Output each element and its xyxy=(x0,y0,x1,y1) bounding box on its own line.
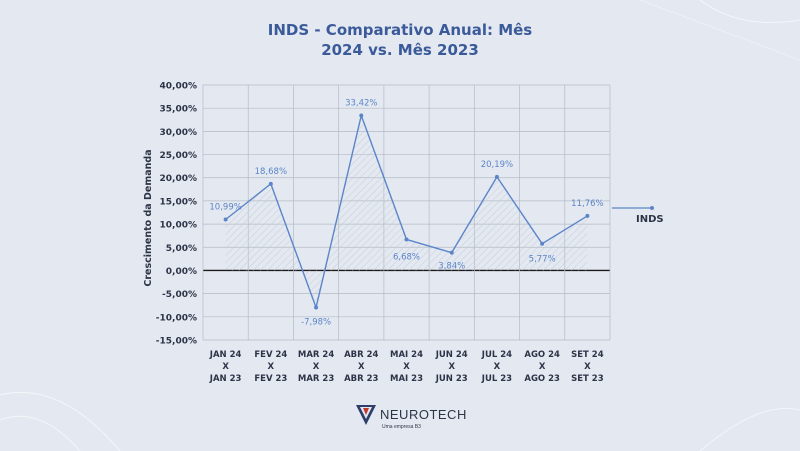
x-tick-label: JAN 24 xyxy=(209,350,242,360)
x-tick-label: X xyxy=(268,362,275,372)
x-tick-label: X xyxy=(403,362,410,372)
y-tick-label: 25,00% xyxy=(160,151,198,161)
data-label: 10,99% xyxy=(209,203,241,213)
data-point xyxy=(359,113,364,118)
x-tick-label: X xyxy=(494,362,501,372)
y-tick-label: -15,00% xyxy=(156,337,197,347)
x-tick-label: X xyxy=(222,362,229,372)
x-tick-label: ABR 23 xyxy=(344,374,378,384)
x-tick-label: MAI 24 xyxy=(390,350,423,360)
x-tick-label: FEV 24 xyxy=(254,350,287,360)
y-tick-label: 20,00% xyxy=(160,174,198,184)
logo-tagline: Uma empresa B3 xyxy=(382,424,421,430)
x-tick-label: JUN 24 xyxy=(435,350,468,360)
area-hatch xyxy=(225,115,588,308)
data-label: 3,84% xyxy=(438,262,465,272)
data-point xyxy=(268,181,273,186)
data-point xyxy=(449,250,454,255)
logo-mark-icon xyxy=(356,405,376,425)
y-axis-ticks: 40,00% 35,00% 30,00% 25,00% 20,00% 15,00% 10,0… xyxy=(156,82,197,347)
x-tick-label: X xyxy=(448,362,455,372)
x-axis-ticks: JAN 24 X JAN 23 FEV 24 X FEV 23 MAR 24 X MAR 23 A… xyxy=(209,350,604,384)
area-fill xyxy=(225,115,588,308)
x-tick-label: JUL 23 xyxy=(481,374,512,384)
y-tick-label: 15,00% xyxy=(160,197,198,207)
data-points xyxy=(223,113,590,310)
data-label: 20,19% xyxy=(481,160,513,170)
data-label: -7,98% xyxy=(301,317,331,327)
legend-swatch-point xyxy=(650,206,654,210)
legend: INDS xyxy=(612,206,664,225)
x-tick-label: JAN 23 xyxy=(209,374,242,384)
x-tick-label: MAR 24 xyxy=(298,350,334,360)
data-label: 11,76% xyxy=(571,199,603,209)
data-point xyxy=(585,213,590,218)
data-point xyxy=(540,241,545,246)
chart-title-line2: 2024 vs. Mês 2023 xyxy=(321,41,479,59)
data-point xyxy=(494,174,499,179)
y-tick-label: -10,00% xyxy=(156,313,197,323)
data-label: 6,68% xyxy=(393,252,420,262)
chart-title-line1: INDS - Comparativo Anual: Mês xyxy=(267,21,533,39)
data-label: 33,42% xyxy=(345,99,377,109)
x-tick-label: MAR 23 xyxy=(298,374,334,384)
legend-label: INDS xyxy=(636,214,664,225)
y-tick-label: 35,00% xyxy=(160,105,198,115)
data-point xyxy=(404,237,409,242)
neurotech-logo: NEUROTECH Uma empresa B3 xyxy=(354,403,467,435)
x-tick-label: FEV 23 xyxy=(254,374,287,384)
x-tick-label: SET 24 xyxy=(571,350,604,360)
data-point xyxy=(314,305,319,310)
x-tick-label: X xyxy=(584,362,591,372)
x-tick-label: X xyxy=(358,362,365,372)
y-axis-label: Crescimento da Demanda xyxy=(143,149,154,286)
data-point xyxy=(223,217,228,222)
x-tick-label: JUL 24 xyxy=(481,350,512,360)
y-tick-label: 30,00% xyxy=(160,128,198,138)
y-tick-label: 0,00% xyxy=(166,267,197,277)
x-tick-label: AGO 24 xyxy=(524,350,560,360)
y-tick-label: -5,00% xyxy=(162,290,197,300)
x-tick-label: X xyxy=(539,362,546,372)
chart-title: INDS - Comparativo Anual: Mês 2024 vs. M… xyxy=(0,20,800,60)
x-tick-label: MAI 23 xyxy=(390,374,423,384)
y-tick-label: 40,00% xyxy=(160,82,198,92)
data-labels: 10,99% 18,68% -7,98% 33,42% 6,68% 3,84% 20,19%… xyxy=(209,99,603,328)
y-tick-label: 5,00% xyxy=(166,244,197,254)
x-tick-label: SET 23 xyxy=(571,374,604,384)
logo-name: NEUROTECH xyxy=(380,407,467,422)
y-tick-label: 10,00% xyxy=(160,221,198,231)
x-tick-label: ABR 24 xyxy=(344,350,378,360)
x-tick-label: JUN 23 xyxy=(435,374,468,384)
data-label: 18,68% xyxy=(255,167,287,177)
x-tick-label: X xyxy=(313,362,320,372)
x-tick-label: AGO 23 xyxy=(524,374,560,384)
data-label: 5,77% xyxy=(529,255,556,265)
